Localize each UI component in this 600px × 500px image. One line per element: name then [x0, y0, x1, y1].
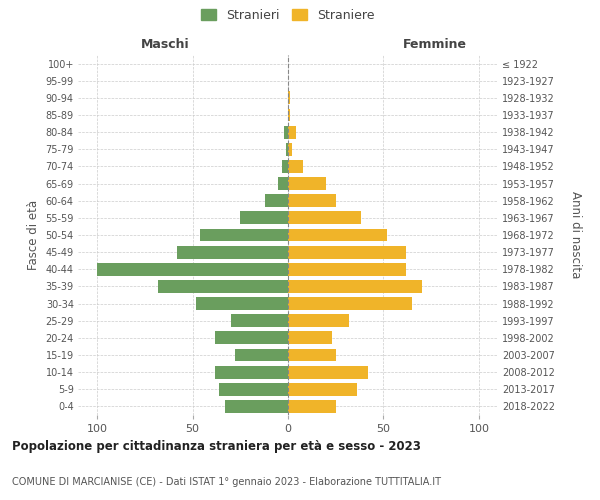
Bar: [288, 314, 349, 327]
Bar: [288, 194, 336, 207]
Bar: [240, 212, 288, 224]
Bar: [288, 246, 406, 258]
Y-axis label: Fasce di età: Fasce di età: [27, 200, 40, 270]
Text: Popolazione per cittadinanza straniera per età e sesso - 2023: Popolazione per cittadinanza straniera p…: [12, 440, 421, 453]
Bar: [288, 366, 368, 378]
Bar: [219, 383, 288, 396]
Bar: [288, 280, 422, 293]
Bar: [288, 212, 361, 224]
Bar: [215, 332, 288, 344]
Text: Femmine: Femmine: [403, 38, 467, 51]
Bar: [225, 400, 288, 413]
Bar: [288, 228, 387, 241]
Bar: [158, 280, 288, 293]
Bar: [282, 160, 288, 173]
Bar: [288, 383, 357, 396]
Bar: [215, 366, 288, 378]
Bar: [288, 126, 296, 138]
Text: Maschi: Maschi: [140, 38, 190, 51]
Bar: [288, 108, 290, 122]
Bar: [288, 348, 336, 362]
Bar: [235, 348, 288, 362]
Y-axis label: Anni di nascita: Anni di nascita: [569, 192, 582, 278]
Bar: [200, 228, 288, 241]
Bar: [288, 332, 332, 344]
Bar: [286, 143, 288, 156]
Legend: Stranieri, Straniere: Stranieri, Straniere: [201, 8, 375, 22]
Bar: [288, 177, 326, 190]
Bar: [288, 92, 290, 104]
Bar: [231, 314, 288, 327]
Bar: [196, 297, 288, 310]
Bar: [288, 143, 292, 156]
Text: COMUNE DI MARCIANISE (CE) - Dati ISTAT 1° gennaio 2023 - Elaborazione TUTTITALIA: COMUNE DI MARCIANISE (CE) - Dati ISTAT 1…: [12, 477, 441, 487]
Bar: [288, 160, 303, 173]
Bar: [265, 194, 288, 207]
Bar: [288, 400, 336, 413]
Bar: [284, 126, 288, 138]
Bar: [97, 263, 288, 276]
Bar: [278, 177, 288, 190]
Bar: [288, 263, 406, 276]
Bar: [177, 246, 288, 258]
Bar: [288, 297, 412, 310]
